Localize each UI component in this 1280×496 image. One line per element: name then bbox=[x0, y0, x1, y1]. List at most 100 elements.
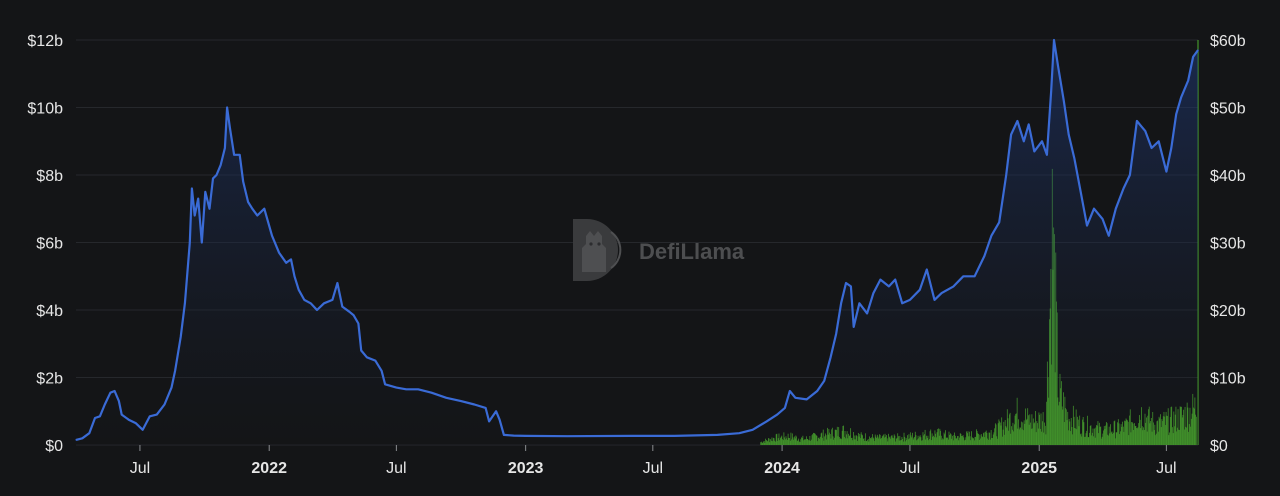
tvl-point-119 bbox=[1041, 140, 1043, 142]
tvl-point-30 bbox=[224, 147, 226, 149]
tvl-point-33 bbox=[233, 154, 235, 156]
tvl-point-76 bbox=[631, 435, 633, 437]
tvl-point-7 bbox=[114, 390, 116, 392]
tvl-point-103 bbox=[919, 289, 921, 291]
tvl-point-8 bbox=[118, 400, 120, 402]
tvl-point-67 bbox=[473, 403, 475, 406]
tvl-point-56 bbox=[360, 349, 362, 352]
tvl-point-116 bbox=[1023, 140, 1025, 142]
tvl-point-71 bbox=[499, 419, 501, 421]
tvl-point-45 bbox=[298, 289, 300, 291]
tvl-point-3 bbox=[94, 417, 96, 419]
tvl-point-39 bbox=[263, 208, 265, 210]
tvl-point-78 bbox=[716, 434, 719, 436]
tvl-point-95 bbox=[858, 302, 861, 304]
tvl-point-75 bbox=[566, 435, 568, 437]
tvl-point-32 bbox=[229, 127, 231, 129]
tvl-point-38 bbox=[256, 214, 258, 217]
x-tick-label-7: 2025 bbox=[1021, 460, 1057, 477]
tvl-point-145 bbox=[1197, 49, 1199, 51]
y-right-tick-3: $30b bbox=[1210, 236, 1246, 253]
tvl-point-55 bbox=[357, 322, 359, 325]
tvl-point-31 bbox=[226, 106, 228, 109]
tvl-point-82 bbox=[776, 414, 778, 416]
tvl-point-34 bbox=[239, 154, 241, 156]
y-left-tick-5: $10b bbox=[27, 101, 63, 118]
tvl-point-41 bbox=[278, 252, 280, 254]
tvl-point-64 bbox=[430, 392, 433, 394]
tvl-point-43 bbox=[290, 258, 292, 260]
tvl-point-97 bbox=[872, 292, 875, 294]
tvl-point-83 bbox=[784, 407, 786, 409]
tvl-point-108 bbox=[962, 275, 964, 277]
tvl-point-25 bbox=[204, 191, 206, 193]
tvl-point-139 bbox=[1165, 171, 1167, 173]
tvl-point-136 bbox=[1144, 130, 1146, 132]
tvl-point-53 bbox=[348, 311, 350, 313]
tvl-point-10 bbox=[128, 419, 130, 421]
tvl-point-48 bbox=[316, 309, 318, 311]
y-right-tick-1: $10b bbox=[1210, 371, 1246, 388]
tvl-point-123 bbox=[1057, 66, 1059, 68]
tvl-point-91 bbox=[840, 302, 842, 304]
tvl-point-44 bbox=[293, 275, 296, 277]
tvl-point-40 bbox=[271, 235, 273, 237]
tvl-point-77 bbox=[674, 435, 676, 437]
tvl-line bbox=[75, 38, 1199, 441]
tvl-point-23 bbox=[197, 198, 199, 200]
tvl-point-61 bbox=[395, 387, 397, 389]
tvl-point-107 bbox=[952, 285, 955, 287]
tvl-point-114 bbox=[1010, 133, 1012, 136]
tvl-point-122 bbox=[1053, 39, 1055, 41]
tvl-point-80 bbox=[752, 429, 754, 431]
tvl-point-92 bbox=[845, 282, 847, 284]
tvl-point-98 bbox=[879, 279, 882, 281]
tvl-point-42 bbox=[285, 262, 287, 264]
tvl-point-128 bbox=[1086, 225, 1088, 227]
tvl-point-137 bbox=[1151, 147, 1153, 149]
tvl-point-12 bbox=[142, 429, 144, 431]
tvl-point-104 bbox=[926, 268, 928, 271]
y-right-tick-0: $0 bbox=[1210, 438, 1228, 455]
tvl-point-22 bbox=[194, 214, 196, 217]
x-tick-label-0: Jul bbox=[130, 460, 150, 477]
tvl-point-105 bbox=[933, 299, 936, 301]
tvl-point-52 bbox=[341, 306, 343, 308]
x-tick-label-5: 2024 bbox=[764, 460, 800, 477]
y-axis-left: $0 $2b $4b $6b $8b $10b $12b bbox=[27, 33, 63, 455]
tvl-point-100 bbox=[894, 279, 896, 281]
tvl-point-144 bbox=[1192, 56, 1194, 58]
tvl-point-102 bbox=[909, 299, 911, 301]
tvl-point-16 bbox=[170, 387, 173, 389]
tvl-point-69 bbox=[488, 420, 490, 422]
tvl-point-130 bbox=[1101, 218, 1104, 220]
tvl-point-60 bbox=[384, 383, 386, 385]
tvl-point-1 bbox=[81, 437, 83, 439]
tvl-point-106 bbox=[941, 292, 943, 294]
tvl-point-9 bbox=[121, 414, 123, 416]
tvl-point-59 bbox=[381, 370, 383, 372]
defillama-logo-icon bbox=[573, 219, 622, 281]
x-axis: Jul 2022 Jul 2023 Jul 2024 Jul 2025 Jul bbox=[130, 445, 1177, 477]
tvl-point-13 bbox=[149, 415, 151, 417]
tvl-point-14 bbox=[156, 414, 158, 416]
tvl-point-131 bbox=[1108, 235, 1110, 237]
x-tick-label-2: Jul bbox=[386, 460, 406, 477]
tvl-point-50 bbox=[331, 299, 333, 301]
tvl-point-94 bbox=[853, 326, 855, 328]
tvl-point-109 bbox=[974, 275, 976, 277]
tvl-point-65 bbox=[445, 397, 447, 399]
tvl-point-120 bbox=[1046, 154, 1048, 156]
tvl-point-24 bbox=[201, 241, 203, 244]
tvl-point-115 bbox=[1016, 120, 1019, 122]
tvl-point-15 bbox=[163, 403, 166, 406]
tvl-point-90 bbox=[835, 333, 837, 335]
tvl-point-124 bbox=[1063, 100, 1065, 102]
y-left-tick-0: $0 bbox=[45, 438, 63, 455]
tvl-point-84 bbox=[789, 390, 791, 392]
tvl-point-141 bbox=[1175, 113, 1177, 115]
x-tick-label-8: Jul bbox=[1156, 460, 1176, 477]
x-tick-label-6: Jul bbox=[900, 460, 920, 477]
tvl-point-54 bbox=[352, 314, 355, 316]
tvl-point-62 bbox=[405, 388, 407, 390]
